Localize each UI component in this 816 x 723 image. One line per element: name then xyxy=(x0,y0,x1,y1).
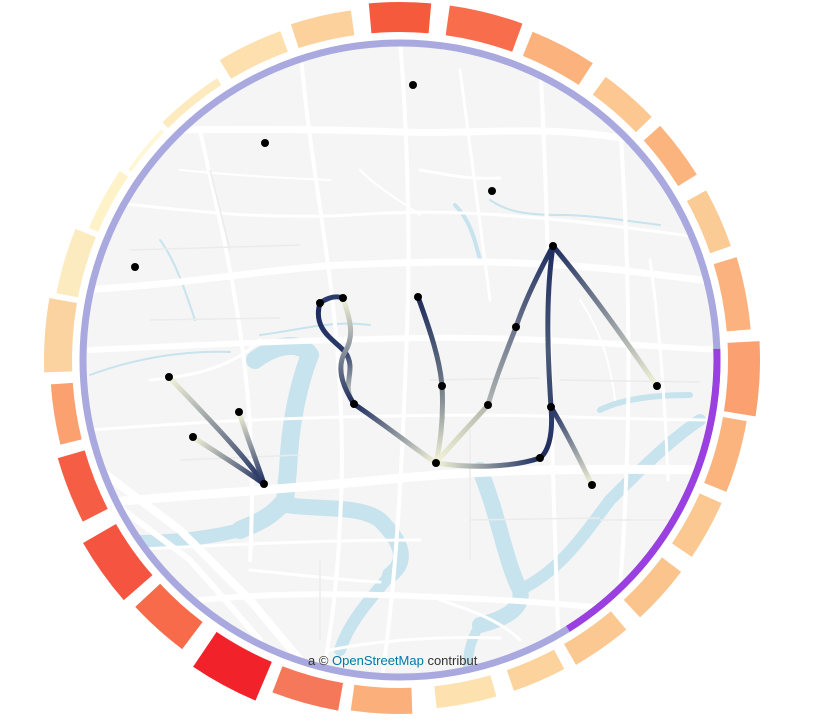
flow-line xyxy=(548,404,595,488)
attribution-prefix: a © xyxy=(308,653,332,668)
location-point[interactable] xyxy=(438,382,446,390)
ring-bar xyxy=(564,611,627,665)
ring-bar xyxy=(50,382,82,445)
location-point[interactable] xyxy=(549,242,557,250)
ring-bar xyxy=(128,129,165,172)
location-point[interactable] xyxy=(350,400,358,408)
outer-ring-bars xyxy=(43,1,760,714)
ring-bar xyxy=(135,583,203,650)
ring-bar xyxy=(643,125,697,187)
ring-bar xyxy=(290,10,355,49)
location-point[interactable] xyxy=(488,187,496,195)
flow-line xyxy=(236,409,267,487)
ring-bar xyxy=(445,5,523,52)
ring-bar xyxy=(162,78,222,129)
map-attribution: a © OpenStreetMap contribut xyxy=(308,653,478,668)
ring-bar xyxy=(713,257,751,332)
ring-bar xyxy=(219,31,288,79)
ring-bar xyxy=(723,341,760,417)
flow-line xyxy=(537,243,556,461)
ring-highlight-arc xyxy=(566,348,721,632)
ring-bar xyxy=(368,1,432,34)
location-point[interactable] xyxy=(414,293,422,301)
location-point[interactable] xyxy=(653,382,661,390)
attribution-suffix: contribut xyxy=(424,653,478,668)
location-point[interactable] xyxy=(409,81,417,89)
location-point[interactable] xyxy=(432,459,440,467)
road-layer xyxy=(83,43,717,677)
ring-bar xyxy=(88,170,129,232)
location-point[interactable] xyxy=(261,139,269,147)
flow-line xyxy=(166,374,267,487)
location-point[interactable] xyxy=(536,454,544,462)
ring-bar xyxy=(43,298,77,373)
ring-bar xyxy=(193,631,272,701)
ring-bar xyxy=(592,76,652,133)
location-point[interactable] xyxy=(189,433,197,441)
ring-bar xyxy=(704,416,747,492)
location-point[interactable] xyxy=(260,480,268,488)
location-point[interactable] xyxy=(165,373,173,381)
ring-bar xyxy=(671,493,722,557)
flow-line xyxy=(338,295,357,407)
ring-bar xyxy=(686,190,731,254)
ring-bar xyxy=(56,228,96,298)
flow-lines xyxy=(166,243,660,488)
flow-line xyxy=(433,402,491,466)
location-point[interactable] xyxy=(588,481,596,489)
location-point[interactable] xyxy=(484,401,492,409)
ring-bar xyxy=(434,675,497,709)
flow-line xyxy=(550,243,660,389)
location-points xyxy=(131,81,661,489)
ring-bar xyxy=(272,666,344,711)
ring-bar xyxy=(83,524,153,601)
ring-bar xyxy=(506,649,565,691)
location-point[interactable] xyxy=(512,323,520,331)
flow-line xyxy=(190,434,267,487)
openstreetmap-link[interactable]: OpenStreetMap xyxy=(332,653,424,668)
flow-line xyxy=(351,401,439,466)
flow-line xyxy=(433,455,543,469)
location-point[interactable] xyxy=(235,408,243,416)
ring-bar xyxy=(623,557,682,618)
ring-bar xyxy=(57,450,108,522)
location-point[interactable] xyxy=(339,294,347,302)
location-point[interactable] xyxy=(131,263,139,271)
ring-bar xyxy=(350,684,413,714)
map-tiles[interactable] xyxy=(80,40,720,690)
minor-roads xyxy=(129,169,701,640)
location-point[interactable] xyxy=(316,299,324,307)
water-layer xyxy=(89,199,706,677)
location-point[interactable] xyxy=(547,403,555,411)
map-ring-border xyxy=(79,39,721,681)
ring-bar xyxy=(522,31,593,85)
